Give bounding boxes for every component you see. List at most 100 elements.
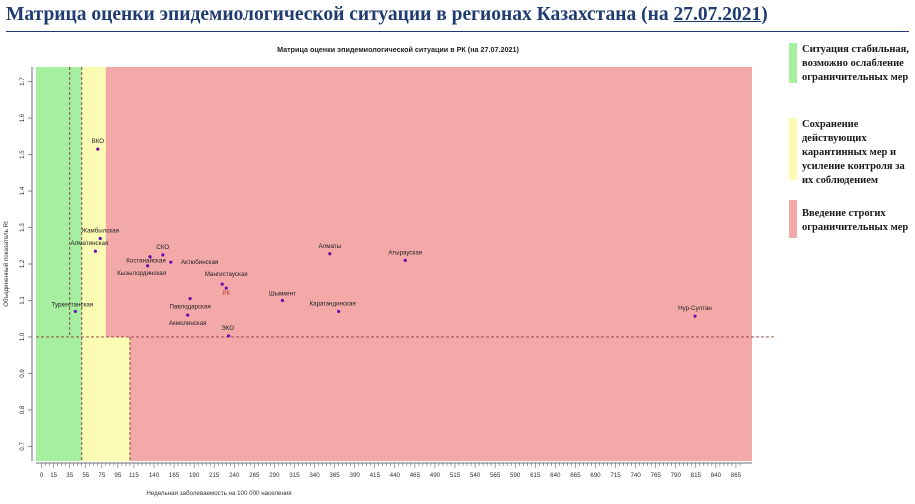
x-tick-label: 265 <box>249 472 260 479</box>
point-label-алматы: Алматы <box>318 243 341 250</box>
point-костанайская <box>148 255 152 259</box>
point-label-ско: СКО <box>156 244 169 251</box>
x-tick-label: 390 <box>350 472 361 479</box>
point-мангистауская <box>220 282 224 286</box>
x-tick-label: 15 <box>50 472 57 479</box>
point-рк <box>224 286 228 290</box>
point-шымкент <box>280 298 285 303</box>
point-алматы <box>328 252 332 256</box>
x-tick-label: 140 <box>149 472 160 479</box>
zone-strict-2 <box>105 67 752 337</box>
x-tick-label: 715 <box>610 472 621 479</box>
x-tick-label: 165 <box>169 472 180 479</box>
point-label-рк: РК <box>222 290 230 297</box>
x-tick-label: 240 <box>229 472 240 479</box>
point-label-вко: ВКО <box>92 138 105 145</box>
x-tick-label: 540 <box>470 472 481 479</box>
point-label-акмолинская: Акмолинская <box>169 320 207 327</box>
slide-title: Матрица оценки эпидемиологической ситуац… <box>6 4 911 26</box>
zone-strict-5 <box>129 336 752 461</box>
point-label-кызылординская: Кызылординская <box>117 270 166 277</box>
point-ско <box>161 253 165 257</box>
y-tick-label: 0.8 <box>19 405 26 414</box>
x-tick-label: 865 <box>731 472 742 479</box>
point-кызылординская <box>145 264 150 268</box>
point-label-атырауская: Атырауская <box>388 249 422 256</box>
zones-layer <box>36 67 752 461</box>
point-туркестанская <box>73 309 77 314</box>
y-tick-label: 1.5 <box>19 150 26 159</box>
point-label-туркестанская: Туркестанская <box>52 301 94 308</box>
point-label-павлодарская: Павлодарская <box>169 304 210 311</box>
slide-title-close: ) <box>761 4 768 25</box>
threshold-lines <box>36 67 775 461</box>
y-tick-label: 1.0 <box>19 332 26 341</box>
x-tick-label: 690 <box>590 472 601 479</box>
x-tick-label: 115 <box>129 472 139 479</box>
point-павлодарская <box>188 297 192 301</box>
zone-stable-3 <box>36 336 82 461</box>
x-tick-label: 35 <box>66 472 73 479</box>
x-tick-label: 315 <box>289 472 300 479</box>
y-tick-label: 0.7 <box>19 442 26 451</box>
x-tick-label: 190 <box>189 472 200 479</box>
point-label-нур-султан: Нур-Султан <box>678 305 712 312</box>
point-алматинская <box>93 249 97 253</box>
y-tick-label: 1.4 <box>19 186 26 195</box>
point-нур-султан <box>693 314 697 318</box>
x-tick-label: 640 <box>550 472 561 479</box>
point-label-шымкент: Шымкент <box>269 290 296 297</box>
x-tick-label: 590 <box>510 472 521 479</box>
zone-stable-0 <box>36 67 82 337</box>
x-tick-label: 440 <box>390 472 401 479</box>
axes-layer: 0 15 35 55 75 95 115 140 165 190 215 240 265 290 315 34… <box>19 67 752 479</box>
point-label-костанайская: Костанайская <box>126 258 165 265</box>
slide-title-text: Матрица оценки эпидемиологической ситуац… <box>6 4 674 25</box>
legend-text-strict: Введение строгих ограничительных мер <box>802 208 909 233</box>
point-label-актюбинская: Актюбинская <box>181 259 219 266</box>
zone-maintain-1 <box>81 67 106 337</box>
legend-item-strict: Введение строгих ограничительных мер <box>789 200 913 244</box>
point-label-эко: ЭКО <box>221 325 234 332</box>
chart-title: Матрица оценки эпидемиологической ситуац… <box>277 45 519 54</box>
x-axis-label: Недельная заболеваемость на 100 000 насе… <box>146 490 291 497</box>
x-tick-label: 815 <box>691 472 702 479</box>
x-tick-label: 215 <box>209 472 220 479</box>
y-tick-label: 1.6 <box>19 113 26 122</box>
point-label-мангистауская: Мангистауская <box>205 271 248 278</box>
x-tick-label: 415 <box>370 472 381 479</box>
x-tick-label: 565 <box>490 472 501 479</box>
point-жамбылская <box>98 236 102 241</box>
y-tick-label: 1.1 <box>19 296 26 305</box>
point-карагандинская <box>337 309 341 314</box>
point-label-алматинская: Алматинская <box>71 240 109 247</box>
legend-text-stable: Ситуация стабильная, возможно ослабление… <box>802 44 909 83</box>
point-вко <box>96 147 100 151</box>
zone-maintain-4 <box>81 336 130 461</box>
x-tick-label: 95 <box>114 472 121 479</box>
x-tick-label: 515 <box>450 472 461 479</box>
x-tick-label: 740 <box>630 472 641 479</box>
x-tick-label: 290 <box>269 472 280 479</box>
y-tick-label: 0.9 <box>19 369 26 378</box>
legend-swatch-yellow <box>789 118 797 180</box>
x-tick-label: 75 <box>98 472 105 479</box>
point-эко <box>227 334 231 338</box>
x-tick-label: 55 <box>82 472 89 479</box>
legend-item-maintain: Сохранение действующих карантинных мер и… <box>789 118 913 190</box>
x-tick-label: 365 <box>329 472 340 479</box>
legend-swatch-green <box>789 43 797 83</box>
x-tick-label: 765 <box>651 472 662 479</box>
y-axis-label: Объединенный показатель Rt <box>3 221 10 307</box>
x-tick-label: 790 <box>671 472 682 479</box>
x-tick-label: 490 <box>430 472 441 479</box>
point-атырауская <box>403 258 407 262</box>
scatter-chart: Матрица оценки эпидемиологической ситуац… <box>3 45 775 497</box>
point-акмолинская <box>186 313 190 317</box>
point-label-карагандинская: Карагандинская <box>310 300 356 307</box>
legend-text-maintain: Сохранение действующих карантинных мер и… <box>802 119 905 186</box>
legend-item-stable: Ситуация стабильная, возможно ослабление… <box>789 43 913 113</box>
x-tick-label: 465 <box>410 472 421 479</box>
slide-title-date: 27.07.2021 <box>673 4 762 25</box>
point-label-жамбылская: Жамбылская <box>81 227 119 234</box>
